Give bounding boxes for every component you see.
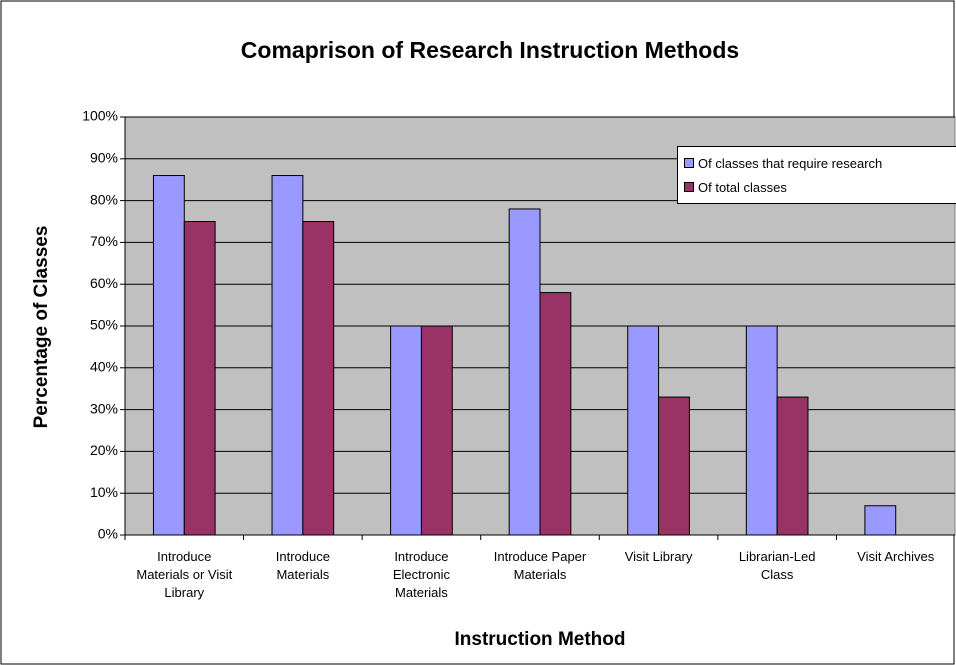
- x-tick-label: Visit Archives: [857, 549, 935, 564]
- bar: [658, 396, 690, 536]
- chart-title: Comaprison of Research Instruction Metho…: [241, 37, 739, 63]
- bar: [508, 208, 541, 536]
- legend: Of classes that require research Of total…: [677, 146, 956, 204]
- x-tick-label: Introduce Electronic Materials: [392, 549, 450, 600]
- bar: [745, 325, 778, 536]
- x-tick-label: Librarian-Led Class: [738, 549, 816, 582]
- x-tick-label: Introduce Paper Materials: [493, 549, 587, 582]
- bar: [390, 325, 422, 536]
- y-tick-label: 70%: [90, 233, 118, 249]
- x-tick-label: Visit Library: [624, 549, 693, 564]
- y-tick-label: 10%: [90, 484, 118, 500]
- y-tick-label: 80%: [90, 191, 118, 207]
- y-tick-label: 60%: [90, 275, 118, 291]
- bar: [183, 221, 216, 536]
- y-tick-label: 90%: [90, 150, 118, 166]
- y-tick-label: 100%: [82, 108, 118, 124]
- bar: [420, 325, 453, 536]
- y-tick-label: 30%: [90, 400, 118, 416]
- bar: [539, 292, 572, 536]
- legend-item: Of classes that require research: [678, 151, 956, 175]
- y-tick-label: 40%: [90, 359, 118, 375]
- bar: [271, 175, 304, 536]
- bar: [776, 396, 809, 536]
- y-tick-label: 20%: [90, 442, 118, 458]
- x-tick-label: Introduce Materials: [275, 549, 330, 582]
- bar: [152, 175, 185, 536]
- legend-swatch: [684, 158, 694, 168]
- legend-label: Of total classes: [698, 179, 787, 195]
- y-tick-label: 50%: [90, 317, 118, 333]
- bar: [864, 505, 897, 536]
- legend-swatch: [684, 182, 694, 192]
- y-tick-label: 0%: [98, 526, 118, 542]
- legend-item: Of total classes: [678, 175, 956, 199]
- bar: [302, 221, 335, 536]
- y-axis-label: Percentage of Classes: [31, 226, 52, 429]
- bar: [627, 325, 660, 536]
- legend-label: Of classes that require research: [698, 155, 883, 171]
- x-tick-label: Introduce Materials or Visit Library: [136, 549, 233, 600]
- x-axis-label: Instruction Method: [455, 629, 626, 650]
